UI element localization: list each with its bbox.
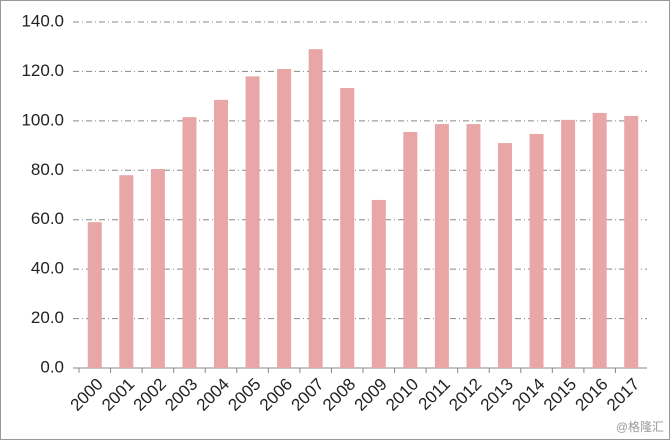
y-tick-label: 80.0 (31, 160, 64, 179)
bar (624, 115, 639, 369)
bar (466, 124, 481, 368)
watermark: @格隆汇 (616, 419, 664, 434)
y-tick-label: 40.0 (31, 259, 64, 278)
bar (403, 131, 418, 368)
bar (119, 175, 134, 368)
y-tick-label: 0.0 (40, 357, 64, 376)
y-tick-label: 140.0 (21, 11, 64, 30)
bar (529, 133, 544, 368)
bar (150, 169, 165, 368)
y-tick-label: 60.0 (31, 209, 64, 228)
bar (592, 112, 607, 368)
bar (498, 143, 512, 368)
y-tick-label: 100.0 (21, 110, 64, 129)
bar (182, 117, 197, 369)
bar (340, 87, 355, 368)
y-tick-label: 20.0 (31, 308, 64, 327)
bar (434, 124, 449, 368)
bar (308, 49, 323, 368)
bar (214, 99, 228, 368)
y-tick-label: 120.0 (21, 61, 64, 80)
bar (371, 199, 386, 368)
bar (245, 76, 260, 368)
bar (277, 68, 292, 368)
bar (87, 222, 102, 368)
bar (561, 119, 576, 369)
